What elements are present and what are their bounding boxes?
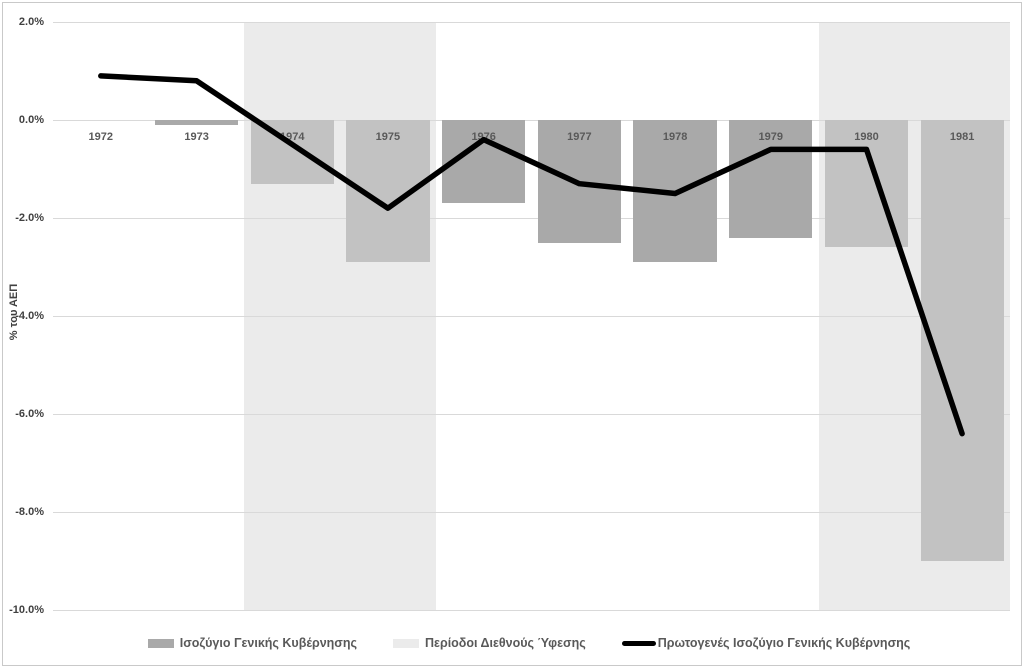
y-tick-label: 0.0%: [18, 113, 44, 126]
legend-item-government-balance: Ισοζύγιο Γενικής Κυβέρνησης: [147, 636, 357, 650]
legend-label-government-balance: Ισοζύγιο Γενικής Κυβέρνησης: [179, 636, 357, 650]
x-category-label-1981: 1981: [949, 131, 975, 143]
y-tick-label: -2.0%: [15, 211, 44, 224]
y-tick-label: -6.0%: [15, 407, 44, 420]
bar-1981: [920, 120, 1004, 561]
x-category-label-1973: 1973: [184, 131, 209, 143]
x-category-label-1972: 1972: [88, 131, 114, 143]
legend-item-recession-periods: Περίοδοι Διεθνούς Ύφεσης: [393, 636, 586, 650]
chart-legend: Ισοζύγιο Γενικής Κυβέρνησης Περίοδοι Διε…: [0, 636, 1024, 650]
x-category-label-1978: 1978: [662, 131, 688, 143]
recession-band-swatch-icon: [393, 638, 419, 648]
x-category-label-1977: 1977: [567, 131, 592, 143]
bar-swatch-icon: [147, 638, 174, 648]
y-tick-label: -4.0%: [15, 309, 44, 322]
y-tick-label: -8.0%: [15, 505, 44, 518]
legend-label-recession-periods: Περίοδοι Διεθνούς Ύφεσης: [425, 636, 586, 650]
bar-1973: [154, 120, 239, 125]
x-category-label-1980: 1980: [854, 131, 879, 143]
gridline: [53, 22, 1010, 23]
x-category-label-1979: 1979: [758, 131, 784, 143]
y-tick-label: -10.0%: [9, 603, 44, 616]
x-category-label-1976: 1976: [471, 131, 496, 143]
gridline: [53, 610, 1010, 611]
legend-label-primary-balance: Πρωτογενές Ισοζύγιο Γενικής Κυβέρνησης: [657, 636, 911, 650]
x-category-label-1975: 1975: [375, 131, 401, 143]
x-category-label-1974: 1974: [280, 131, 305, 143]
legend-item-primary-balance: Πρωτογενές Ισοζύγιο Γενικής Κυβέρνησης: [621, 636, 911, 650]
gridline: [53, 512, 1010, 513]
gridline: [53, 316, 1010, 317]
y-tick-label: 2.0%: [18, 15, 44, 28]
line-swatch-icon: [621, 640, 656, 646]
gridline: [53, 414, 1010, 415]
